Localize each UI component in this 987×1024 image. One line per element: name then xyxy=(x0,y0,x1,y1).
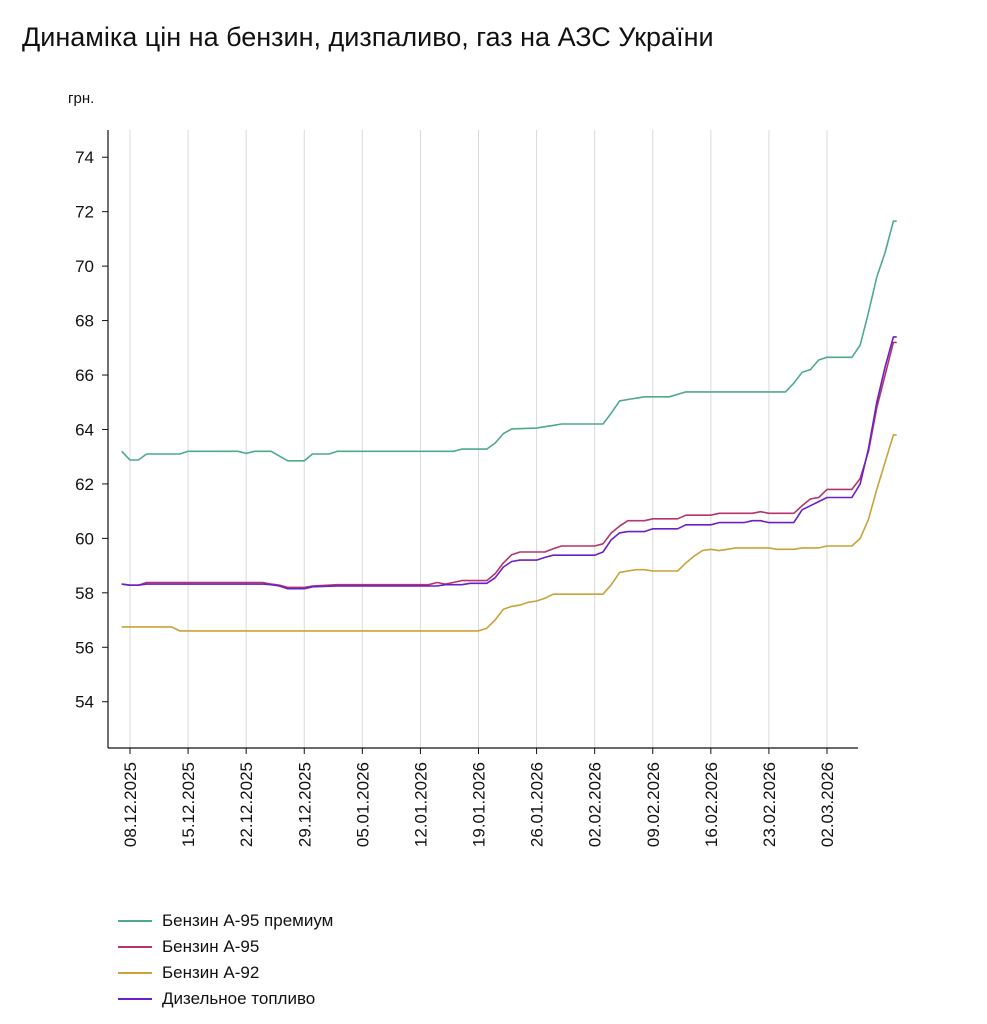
legend-item-3: Дизельное топливо xyxy=(118,986,333,1012)
x-tick-label-4: 05.01.2026 xyxy=(353,762,372,847)
series-line-0 xyxy=(121,220,897,462)
x-tick-label-7: 26.01.2026 xyxy=(528,762,547,847)
page-title: Динаміка цін на бензин, дизпаливо, газ н… xyxy=(22,22,714,52)
x-tick-label-0: 08.12.2025 xyxy=(121,762,140,847)
line-chart: 54 56 58 60 62 64 66 68 70 72 74 08.12.2025 15.12.2… xyxy=(68,90,897,847)
x-tick-label-5: 12.01.2026 xyxy=(411,762,430,847)
y-tick-label-72: 72 xyxy=(75,203,94,222)
x-tick-label-1: 15.12.2025 xyxy=(179,762,198,847)
x-tick-label-9: 09.02.2026 xyxy=(644,762,663,847)
y-axis-ticks: 54 56 58 60 62 64 66 68 70 72 74 xyxy=(75,148,108,712)
legend-item-0: Бензин А-95 премиум xyxy=(118,908,333,934)
y-tick-label-70: 70 xyxy=(75,257,94,276)
y-tick-label-56: 56 xyxy=(75,638,94,657)
y-tick-label-54: 54 xyxy=(75,693,94,712)
x-tick-label-6: 19.01.2026 xyxy=(470,762,489,847)
x-tick-label-8: 02.02.2026 xyxy=(586,762,605,847)
legend-item-2: Бензин А-92 xyxy=(118,960,333,986)
x-axis-ticks: 08.12.2025 15.12.2025 22.12.2025 29.12.2025… xyxy=(121,748,837,847)
legend-item-1: Бензин А-95 xyxy=(118,934,333,960)
legend-label: Бензин А-95 xyxy=(162,937,260,956)
legend-swatch xyxy=(118,972,152,974)
x-tick-label-11: 23.02.2026 xyxy=(760,762,779,847)
x-tick-label-12: 02.03.2026 xyxy=(818,762,837,847)
x-tick-label-3: 29.12.2025 xyxy=(295,762,314,847)
grid-lines xyxy=(129,130,828,748)
y-tick-label-66: 66 xyxy=(75,366,94,385)
y-axis-unit-label: грн. xyxy=(68,90,94,107)
y-tick-label-68: 68 xyxy=(75,312,94,331)
y-tick-label-60: 60 xyxy=(75,529,94,548)
legend-label: Бензин А-92 xyxy=(162,963,260,982)
series-line-1 xyxy=(121,341,897,589)
legend-label: Дизельное топливо xyxy=(162,989,316,1008)
axes xyxy=(107,130,858,749)
series-lines xyxy=(121,220,897,632)
y-tick-label-64: 64 xyxy=(75,420,94,439)
legend-swatch xyxy=(118,998,152,1000)
y-tick-label-58: 58 xyxy=(75,584,94,603)
y-tick-label-62: 62 xyxy=(75,475,94,494)
series-line-3 xyxy=(121,336,897,590)
x-tick-label-10: 16.02.2026 xyxy=(702,762,721,847)
legend-swatch xyxy=(118,920,152,922)
series-line-2 xyxy=(121,434,897,632)
y-tick-label-74: 74 xyxy=(75,148,94,167)
legend-swatch xyxy=(118,946,152,948)
chart-legend: Бензин А-95 премиум Бензин А-95 Бензин А-9… xyxy=(118,908,333,1012)
legend-label: Бензин А-95 премиум xyxy=(162,911,334,930)
x-tick-label-2: 22.12.2025 xyxy=(237,762,256,847)
